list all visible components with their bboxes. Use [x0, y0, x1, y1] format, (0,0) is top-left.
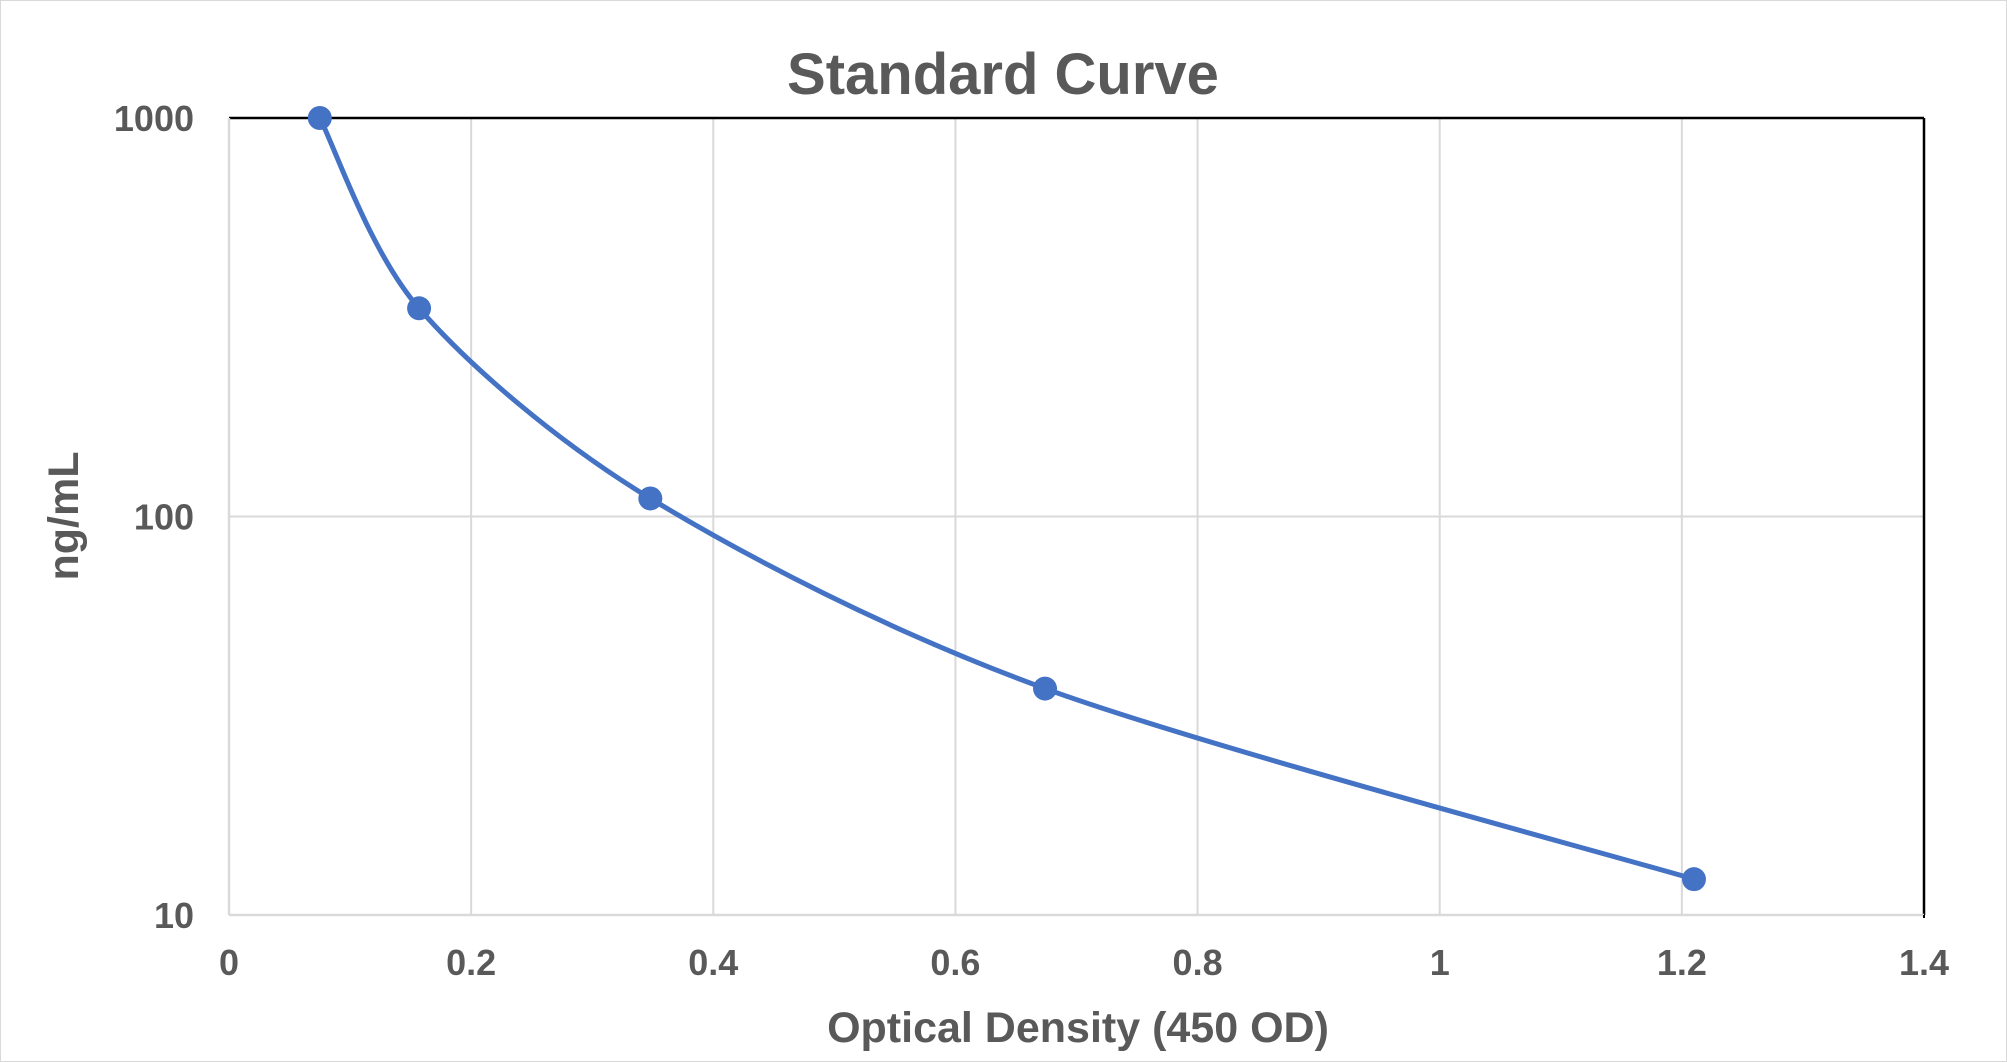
x-tick-labels: 0 0.2 0.4 0.6 0.8 1 1.2 1.4: [219, 942, 1949, 983]
axes: [227, 116, 1926, 918]
grid-lines: [229, 118, 1924, 915]
y-axis-label: ng/mL: [40, 452, 88, 581]
data-point: [638, 486, 663, 511]
y-tick-label: 10: [154, 895, 194, 936]
x-tick-label: 0.8: [1173, 942, 1223, 983]
x-tick-label: 0: [219, 942, 239, 983]
chart-title: Standard Curve: [787, 42, 1219, 107]
series-curve: [317, 116, 1695, 882]
data-point: [307, 106, 332, 130]
data-points: [307, 106, 1706, 892]
x-tick-label: 1.4: [1899, 942, 1949, 983]
y-tick-label: 1000: [114, 98, 194, 139]
x-tick-label: 1.2: [1657, 942, 1707, 983]
x-tick-label: 0.2: [446, 942, 496, 983]
y-tick-labels: 10 100 1000: [114, 98, 194, 936]
x-axis-label: Optical Density (450 OD): [827, 1004, 1329, 1052]
data-point: [407, 296, 432, 321]
x-tick-label: 0.6: [930, 942, 980, 983]
y-tick-label: 100: [134, 497, 194, 538]
data-point: [1681, 867, 1706, 892]
x-tick-label: 0.4: [688, 942, 738, 983]
x-tick-label: 1: [1430, 942, 1450, 983]
data-point: [1033, 676, 1058, 701]
